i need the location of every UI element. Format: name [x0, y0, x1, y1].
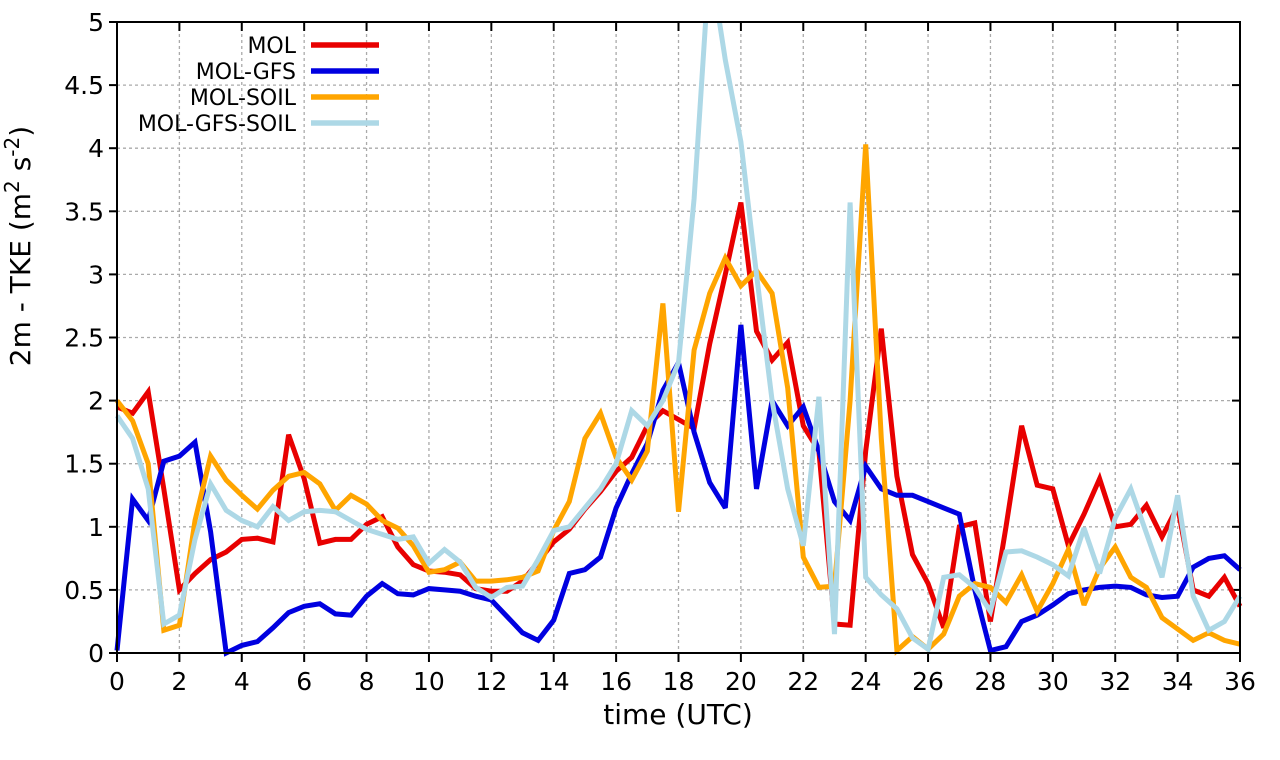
- x-tick-label: 2: [171, 667, 187, 696]
- y-tick-label: 3.5: [64, 197, 104, 226]
- x-tick-label: 36: [1224, 667, 1256, 696]
- y-axis-tick-labels: 0 0.5 1 1.5 2 2.5 3 3.5 4 4.5 5: [64, 8, 104, 668]
- legend-label-MOL-GFS-SOIL: MOL-GFS-SOIL: [138, 112, 297, 137]
- x-tick-label: 8: [359, 667, 375, 696]
- y-tick-label: 1: [88, 513, 104, 542]
- plot-border: [116, 21, 1241, 654]
- x-tick-label: 24: [850, 667, 882, 696]
- x-axis-tick-labels: 0 2 4 6 8 10 12 14 16 18 20 22 24 26 28 30 32 34 36: [109, 667, 1256, 696]
- x-tick-label: 26: [912, 667, 944, 696]
- y-tick-label: 5: [88, 8, 104, 37]
- y-tick-label: 4: [88, 134, 104, 163]
- x-axis-label: time (UTC): [603, 698, 753, 731]
- x-tick-label: 4: [234, 667, 250, 696]
- x-tick-label: 32: [1099, 667, 1131, 696]
- y-tick-label: 0: [88, 639, 104, 668]
- x-tick-label: 12: [475, 667, 507, 696]
- axis-ticks: [109, 21, 1241, 662]
- series-lines: [114, 22, 1243, 657]
- legend-label-MOL-SOIL: MOL-SOIL: [190, 86, 297, 111]
- x-tick-label: 34: [1162, 667, 1194, 696]
- x-tick-label: 30: [1037, 667, 1069, 696]
- x-tick-label: 10: [413, 667, 445, 696]
- x-tick-label: 14: [538, 667, 570, 696]
- x-tick-label: 0: [109, 667, 125, 696]
- x-tick-label: 16: [600, 667, 632, 696]
- y-tick-label: 0.5: [64, 576, 104, 605]
- y-axis-label: 2m - TKE (m2 s-2): [0, 126, 37, 366]
- y-tick-label: 4.5: [64, 71, 104, 100]
- x-tick-label: 18: [663, 667, 695, 696]
- y-tick-label: 3: [88, 260, 104, 289]
- x-tick-label: 28: [975, 667, 1007, 696]
- y-tick-label: 2.5: [64, 324, 104, 353]
- series-line-MOL-GFS-SOIL: [114, 22, 1243, 654]
- x-tick-label: 20: [725, 667, 757, 696]
- y-tick-label: 1.5: [64, 450, 104, 479]
- legend-label-MOL-GFS: MOL-GFS: [196, 60, 296, 85]
- series-line-MOL-SOIL: [115, 144, 1241, 656]
- x-tick-label: 6: [296, 667, 312, 696]
- y-tick-label: 2: [88, 387, 104, 416]
- series-line-MOL: [116, 201, 1243, 629]
- x-tick-label: 22: [787, 667, 819, 696]
- legend-label-MOL: MOL: [247, 34, 296, 59]
- gridlines: [117, 22, 1240, 653]
